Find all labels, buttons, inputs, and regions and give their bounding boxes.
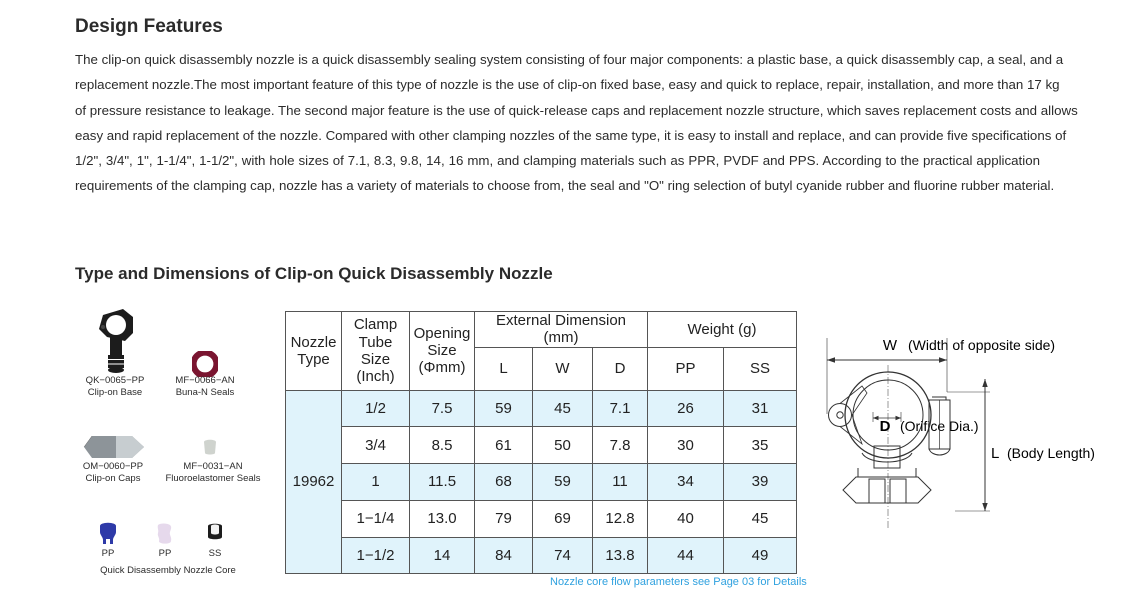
svg-text:W: W <box>883 337 898 354</box>
svg-text:(Body Length): (Body Length) <box>1007 445 1095 461</box>
svg-text:L: L <box>991 445 999 462</box>
svg-text:(Width of opposite side): (Width of opposite side) <box>908 337 1055 353</box>
svg-text:D: D <box>880 418 891 435</box>
